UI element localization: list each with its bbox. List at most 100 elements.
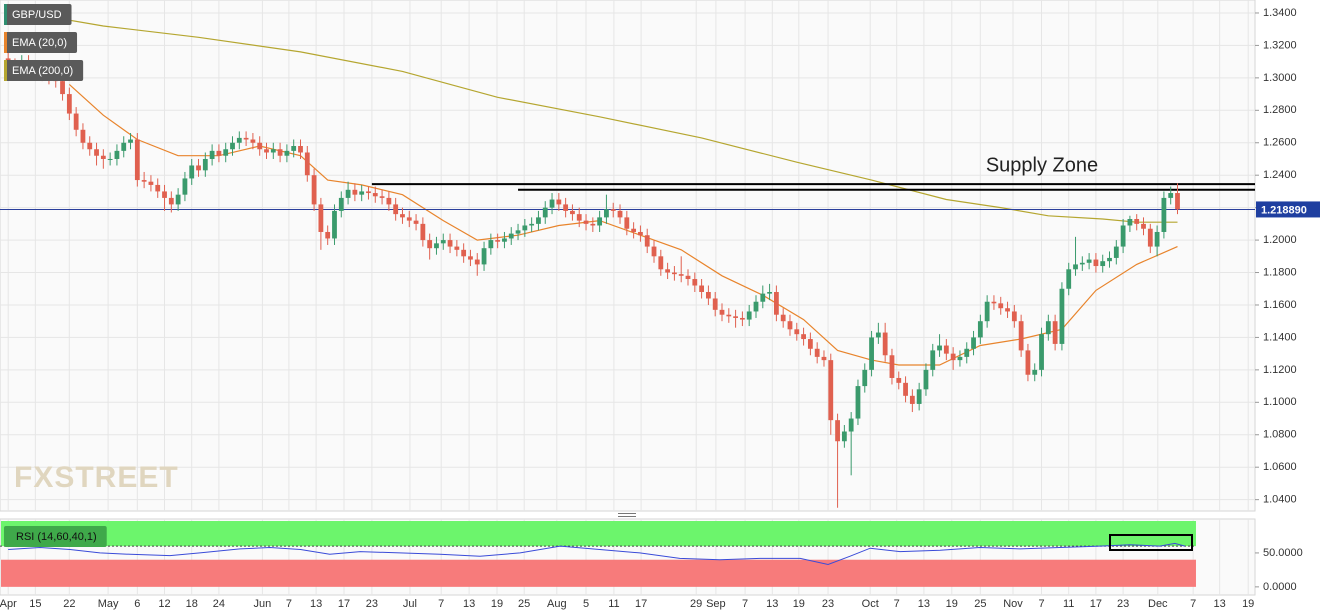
candle-body <box>699 285 705 292</box>
x-tick-label: 17 <box>635 598 647 610</box>
candle-body <box>182 178 188 195</box>
candle-body <box>672 272 677 275</box>
candle-body <box>121 142 127 151</box>
candle-body <box>841 431 847 442</box>
candle-body <box>801 334 806 340</box>
candle-body <box>930 350 936 370</box>
candle-body <box>597 217 603 226</box>
candle-body <box>570 210 575 215</box>
x-tick-label: Nov <box>1003 598 1023 610</box>
candle-body <box>773 292 779 315</box>
current-price-label: 1.218890 <box>1261 204 1307 216</box>
candle-body <box>94 149 99 156</box>
pane-resize-grip[interactable] <box>618 513 636 517</box>
candle-body <box>325 231 331 239</box>
candle-body <box>576 214 582 221</box>
y-tick-label: 1.2400 <box>1263 169 1297 181</box>
candle-body <box>794 329 800 335</box>
oversold-zone <box>1 559 1196 587</box>
candle-body <box>1052 321 1058 344</box>
candle-body <box>148 181 154 185</box>
candle-body <box>1100 261 1106 267</box>
candle-body <box>454 246 460 250</box>
x-tick-label: Jul <box>403 598 417 610</box>
candle-body <box>848 418 854 432</box>
candle-body <box>236 137 242 143</box>
candle-body <box>175 194 181 205</box>
candle-body <box>984 301 990 322</box>
candle-body <box>644 235 650 247</box>
candle-body <box>1032 369 1038 375</box>
candle-body <box>223 149 229 156</box>
y-tick-label: 1.0800 <box>1263 429 1297 441</box>
legend-box <box>4 32 78 53</box>
candle-body <box>66 94 72 114</box>
current-price-box <box>1256 201 1320 218</box>
candle-body <box>495 240 501 242</box>
candle-body <box>950 353 956 361</box>
candle-body <box>481 248 487 265</box>
candle-body <box>141 180 147 182</box>
candle-body <box>230 142 235 150</box>
x-tick-label: 17 <box>338 598 350 610</box>
candle-body <box>162 191 167 198</box>
x-tick-label: 7 <box>438 598 444 610</box>
candle-body <box>937 345 942 351</box>
candle-body <box>855 386 861 419</box>
x-tick-label: Oct <box>862 598 879 610</box>
candle-body <box>291 146 297 151</box>
candle-body <box>828 360 834 421</box>
x-tick-label: 15 <box>29 598 41 610</box>
candle-body <box>651 246 657 257</box>
candle-body <box>658 256 664 270</box>
candle-body <box>189 165 195 179</box>
candle-body <box>87 142 93 150</box>
candle-body <box>767 292 772 294</box>
candle-body <box>869 337 874 370</box>
x-tick-label: 13 <box>310 598 322 610</box>
candle-body <box>128 139 133 143</box>
candle-body <box>563 204 569 211</box>
x-tick-label: 18 <box>186 598 198 610</box>
candle-body <box>100 155 106 159</box>
x-tick-label: 19 <box>793 598 805 610</box>
candle-body <box>631 228 637 232</box>
x-tick-label: 11 <box>608 598 619 610</box>
x-tick-label: Aug <box>547 598 567 610</box>
overbought-zone <box>1 521 1196 547</box>
candle-body <box>209 150 215 159</box>
x-tick-label: 13 <box>766 598 778 610</box>
x-tick-label: 19 <box>1242 598 1254 610</box>
candle-body <box>508 233 514 239</box>
candle-body <box>420 223 426 241</box>
candle-body <box>1134 219 1140 224</box>
legend-label: EMA (20,0) <box>12 37 67 49</box>
candle-body <box>1079 262 1085 265</box>
candle-body <box>977 321 983 338</box>
candle-body <box>73 113 79 130</box>
candle-body <box>406 217 412 221</box>
candle-body <box>60 81 65 95</box>
candle-body <box>814 348 820 357</box>
candle-body <box>379 196 385 198</box>
candle-body <box>542 207 548 218</box>
candle-body <box>998 303 1004 309</box>
candle-body <box>1086 259 1092 263</box>
candle-body <box>610 209 616 211</box>
candle-body <box>440 240 446 244</box>
watermark: FXSTREET <box>14 461 179 494</box>
x-tick-label: Apr <box>0 598 17 610</box>
candle-body <box>712 298 718 310</box>
candle-body <box>427 240 433 249</box>
legend-box <box>4 4 72 25</box>
y-tick-label: 1.0600 <box>1263 461 1297 473</box>
x-tick-label: Dec <box>1148 598 1168 610</box>
candle-body <box>114 150 120 159</box>
candle-body <box>678 274 684 276</box>
candle-body <box>270 149 276 153</box>
candle-body <box>692 279 698 286</box>
candle-body <box>1154 231 1160 247</box>
x-tick-label: 6 <box>134 598 140 610</box>
candle-body <box>889 355 895 378</box>
